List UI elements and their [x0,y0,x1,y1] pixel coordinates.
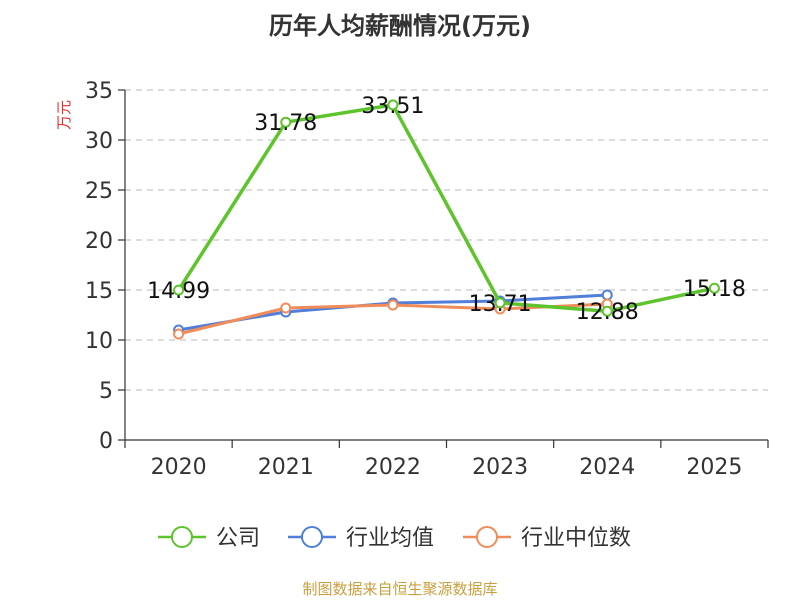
data-point [387,99,399,111]
data-point [601,289,613,301]
source-note: 制图数据来自恒生聚源数据库 [302,580,498,598]
data-point [280,302,292,314]
y-axis-label: 万元 [55,100,73,130]
data-point [601,305,613,317]
data-point [387,299,399,311]
legend-label-company: 公司 [216,526,260,551]
x-tick-label: 2023 [472,455,528,480]
y-tick-label: 15 [85,279,113,304]
data-point [173,328,185,340]
y-tick-label: 10 [85,329,113,354]
data-label: 13.71 [469,292,532,317]
data-label: 31.78 [254,111,317,136]
data-label: 12.88 [576,300,639,325]
data-point [708,282,720,294]
data-point [494,297,506,309]
y-tick-label: 30 [85,129,113,154]
x-tick-label: 2024 [579,455,635,480]
legend-marker-industry-median [476,526,498,548]
y-tick-label: 20 [85,229,113,254]
data-label: 15.18 [683,277,746,302]
data-label: 14.99 [147,279,210,304]
y-tick-label: 35 [85,79,113,104]
legend-marker-industry-mean [301,526,323,548]
legend-label-industry-mean: 行业均值 [346,526,434,551]
x-tick-label: 2020 [151,455,207,480]
legend-label-industry-median: 行业中位数 [521,526,631,551]
data-point [173,284,185,296]
series-line-company [177,103,715,313]
y-tick-label: 5 [99,379,113,404]
y-tick-label: 25 [85,179,113,204]
y-tick-label: 0 [99,429,113,454]
x-tick-label: 2025 [686,455,742,480]
chart-title: 历年人均薪酬情况(万元) [269,12,531,40]
x-tick-label: 2021 [258,455,314,480]
x-tick-label: 2022 [365,455,421,480]
data-point [280,116,292,128]
legend-marker-company [171,526,193,548]
data-label: 33.51 [361,94,424,119]
